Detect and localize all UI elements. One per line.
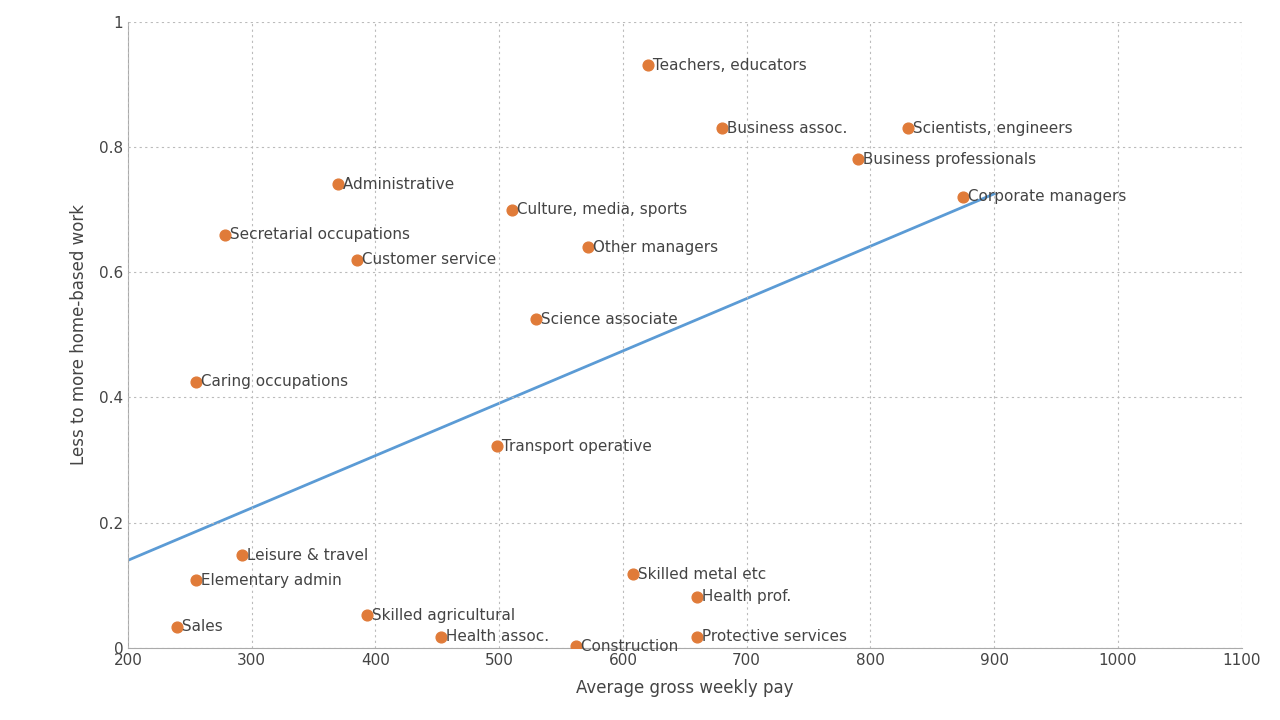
Text: Skilled metal etc: Skilled metal etc — [632, 567, 767, 582]
Point — [502, 204, 522, 215]
Text: Health prof.: Health prof. — [698, 589, 791, 604]
Text: Caring occupations: Caring occupations — [196, 374, 348, 390]
Point — [347, 254, 367, 266]
Point — [687, 591, 708, 603]
Point — [526, 313, 547, 325]
Text: Secretarial occupations: Secretarial occupations — [224, 227, 410, 242]
Point — [214, 229, 234, 240]
Text: Science associate: Science associate — [536, 312, 678, 327]
Point — [579, 241, 599, 253]
Text: Other managers: Other managers — [589, 240, 718, 255]
Point — [186, 376, 206, 387]
Point — [232, 549, 252, 561]
Point — [186, 575, 206, 586]
Text: Teachers, educators: Teachers, educators — [648, 58, 806, 73]
Text: Administrative: Administrative — [338, 177, 454, 192]
Point — [357, 610, 378, 621]
Point — [847, 153, 868, 165]
Text: Customer service: Customer service — [357, 252, 497, 267]
Point — [712, 122, 732, 134]
Point — [637, 60, 658, 71]
Text: Corporate managers: Corporate managers — [963, 189, 1126, 204]
Text: Business professionals: Business professionals — [858, 152, 1036, 167]
Point — [566, 640, 586, 652]
Text: Elementary admin: Elementary admin — [196, 573, 342, 588]
Point — [897, 122, 918, 134]
Text: Transport operative: Transport operative — [497, 438, 652, 454]
Point — [486, 441, 507, 452]
Text: Sales: Sales — [178, 619, 223, 634]
Text: Scientists, engineers: Scientists, engineers — [908, 120, 1073, 135]
Y-axis label: Less to more home-based work: Less to more home-based work — [70, 204, 88, 465]
Point — [687, 631, 708, 642]
Text: Business assoc.: Business assoc. — [722, 120, 847, 135]
X-axis label: Average gross weekly pay: Average gross weekly pay — [576, 679, 794, 697]
Text: Health assoc.: Health assoc. — [442, 629, 549, 644]
Text: Culture, media, sports: Culture, media, sports — [512, 202, 687, 217]
Text: Construction: Construction — [576, 639, 678, 654]
Point — [168, 621, 188, 632]
Point — [328, 179, 348, 190]
Text: Protective services: Protective services — [698, 629, 847, 644]
Point — [431, 631, 452, 642]
Text: Skilled agricultural: Skilled agricultural — [367, 608, 515, 623]
Point — [622, 568, 643, 580]
Point — [952, 192, 973, 203]
Text: Leisure & travel: Leisure & travel — [242, 548, 369, 563]
